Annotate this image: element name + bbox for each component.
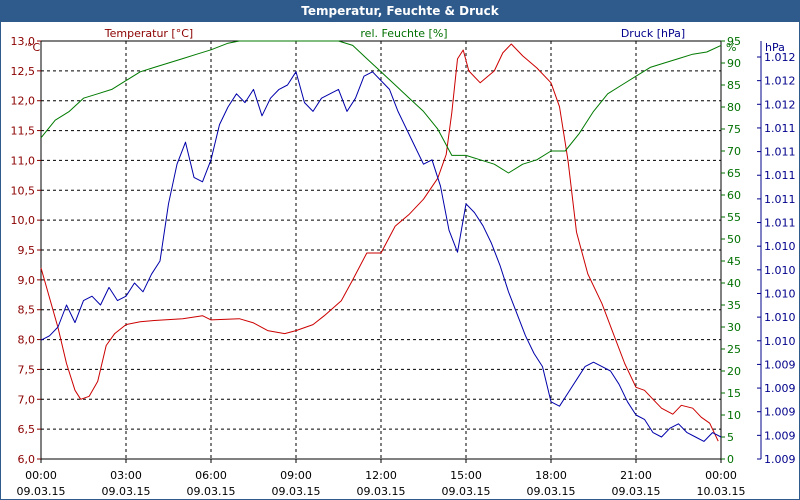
left-tick-label: 7,5 <box>18 363 36 376</box>
right-tick-label: 1.009 <box>764 358 796 371</box>
right-tick-label: 1.010 <box>764 264 796 277</box>
middle-tick-label: 45 <box>727 255 741 268</box>
left-tick-label: 10,5 <box>11 184 36 197</box>
middle-tick-label: 60 <box>727 189 741 202</box>
right-tick-label: 1.011 <box>764 169 796 182</box>
middle-tick-label: 10 <box>727 409 741 422</box>
x-tick-date: 10.03.15 <box>697 485 746 498</box>
x-tick-time: 00:00 <box>25 469 57 482</box>
x-tick-date: 09.03.15 <box>187 485 236 498</box>
right-tick-label: 1.011 <box>764 193 796 206</box>
right-tick-label: 1.010 <box>764 335 796 348</box>
x-tick-date: 09.03.15 <box>357 485 406 498</box>
series-line-feuchte <box>40 40 722 174</box>
middle-tick-label: 20 <box>727 365 741 378</box>
x-tick-date: 09.03.15 <box>17 485 66 498</box>
middle-tick-label: 85 <box>727 79 741 92</box>
middle-axis-label: rel. Feuchte [%] <box>360 27 447 40</box>
middle-tick-label: 0 <box>727 453 734 466</box>
chart-title: Temperatur, Feuchte & Druck <box>1 1 799 22</box>
x-tick-date: 09.03.15 <box>612 485 661 498</box>
x-tick-date: 09.03.15 <box>442 485 491 498</box>
right-tick-label: 1.010 <box>764 311 796 324</box>
right-tick-label: 1.010 <box>764 240 796 253</box>
middle-tick-label: 95 <box>727 35 741 48</box>
right-tick-label: 1.011 <box>764 146 796 159</box>
series-line-temperatur <box>40 43 719 442</box>
right-axis-unit: hPa <box>765 41 785 54</box>
middle-tick-label: 15 <box>727 387 741 400</box>
left-axis-unit: °C <box>27 41 41 54</box>
left-tick-label: 6,5 <box>18 423 36 436</box>
x-tick-time: 15:00 <box>450 469 482 482</box>
left-tick-label: 7,0 <box>18 393 36 406</box>
middle-tick-label: 50 <box>727 233 741 246</box>
left-tick-label: 9,5 <box>18 244 36 257</box>
right-tick-label: 1.012 <box>764 98 796 111</box>
x-tick-date: 09.03.15 <box>272 485 321 498</box>
x-tick-time: 06:00 <box>195 469 227 482</box>
left-axis-label: Temperatur [°C] <box>104 27 193 40</box>
x-tick-time: 03:00 <box>110 469 142 482</box>
series-group <box>40 40 722 442</box>
middle-tick-label: 55 <box>727 211 741 224</box>
x-tick-time: 12:00 <box>365 469 397 482</box>
right-tick-label: 1.009 <box>764 429 796 442</box>
left-tick-label: 8,0 <box>18 334 36 347</box>
middle-tick-label: 90 <box>727 57 741 70</box>
middle-tick-label: 30 <box>727 321 741 334</box>
x-tick-date: 09.03.15 <box>102 485 151 498</box>
left-tick-label: 13,0 <box>11 35 36 48</box>
left-tick-label: 12,0 <box>11 95 36 108</box>
left-tick-label: 10,0 <box>11 214 36 227</box>
left-tick-label: 12,5 <box>11 65 36 78</box>
middle-tick-label: 70 <box>727 145 741 158</box>
right-tick-label: 1.009 <box>764 406 796 419</box>
middle-tick-label: 25 <box>727 343 741 356</box>
middle-tick-label: 75 <box>727 123 741 136</box>
right-tick-label: 1.011 <box>764 122 796 135</box>
grid <box>40 40 722 460</box>
x-tick-time: 21:00 <box>620 469 652 482</box>
left-tick-label: 11,0 <box>11 154 36 167</box>
middle-tick-label: 65 <box>727 167 741 180</box>
left-tick-label: 6,0 <box>18 453 36 466</box>
x-tick-time: 00:00 <box>705 469 737 482</box>
x-tick-time: 18:00 <box>535 469 567 482</box>
middle-axis-unit: % <box>726 41 736 54</box>
middle-tick-label: 40 <box>727 277 741 290</box>
right-tick-label: 1.010 <box>764 287 796 300</box>
right-tick-label: 1.009 <box>764 382 796 395</box>
middle-axis: 0 5 10 15 20 25 30 35 40 45 50 55 60 65 70 75 80 85 90 95 <box>721 35 741 466</box>
left-tick-label: 11,5 <box>11 125 36 138</box>
middle-tick-label: 80 <box>727 101 741 114</box>
left-axis: 6,0 6,5 7,0 7,5 8,0 8,5 9,0 9,5 10,0 10,5 11,0 11,5… <box>11 35 41 466</box>
right-tick-label: 1.009 <box>764 453 796 466</box>
left-tick-label: 8,5 <box>18 304 36 317</box>
right-axis-label: Druck [hPa] <box>621 27 685 40</box>
x-tick-time: 09:00 <box>280 469 312 482</box>
x-tick-date: 09.03.15 <box>527 485 576 498</box>
middle-tick-label: 35 <box>727 299 741 312</box>
right-tick-label: 1.011 <box>764 217 796 230</box>
right-tick-label: 1.012 <box>764 75 796 88</box>
right-axis: 1.009 1.009 1.009 1.009 1.009 1.010 1.010 1.010… <box>757 41 796 466</box>
x-axis: 00:00 09.03.15 03:00 09.03.15 06:00 09.03.15 0… <box>17 459 746 498</box>
left-tick-label: 9,0 <box>18 274 36 287</box>
series-line-druck <box>40 71 722 442</box>
middle-tick-label: 5 <box>727 431 734 444</box>
right-tick-label: 1.012 <box>764 51 796 64</box>
